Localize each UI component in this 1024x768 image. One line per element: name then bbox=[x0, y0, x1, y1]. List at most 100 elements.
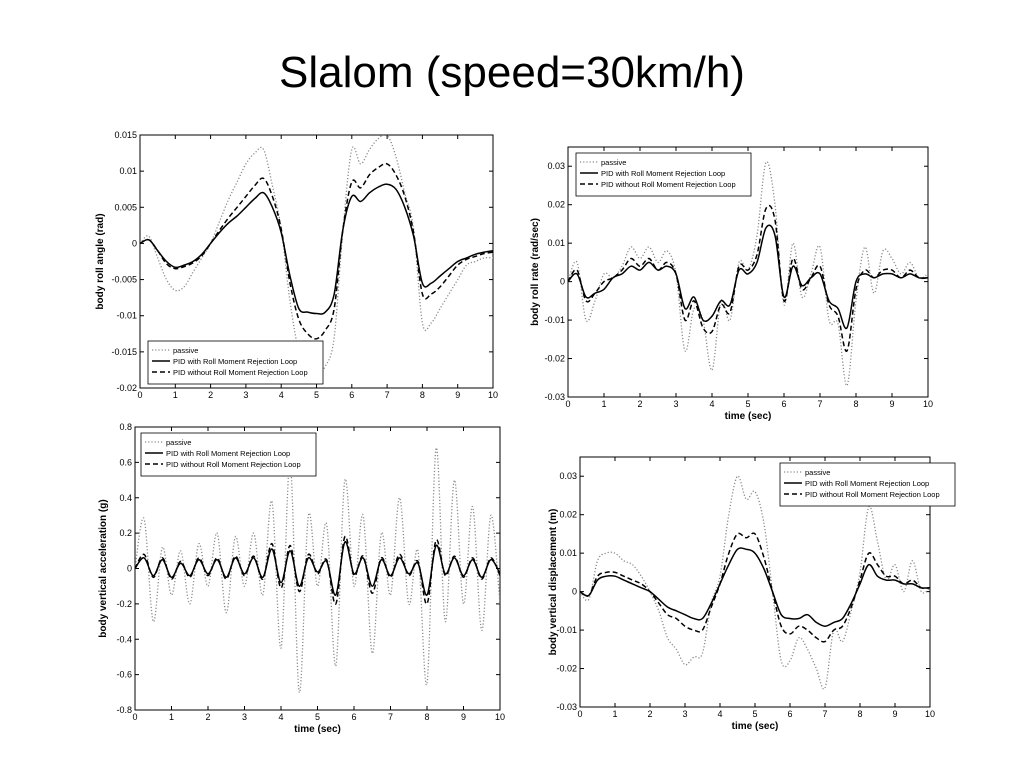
y-tick-label: 0 bbox=[560, 277, 565, 287]
y-tick-label: -0.015 bbox=[111, 347, 137, 357]
x-tick-label: 0 bbox=[137, 390, 142, 400]
legend: passive PID with Roll Moment Rejection Lo… bbox=[575, 152, 752, 197]
legend-box bbox=[140, 432, 317, 477]
x-tick-label: 10 bbox=[923, 399, 933, 409]
x-tick-label: 1 bbox=[612, 709, 617, 719]
y-tick-label: 0.005 bbox=[114, 202, 137, 212]
legend-entry: PID with Roll Moment Rejection Loop bbox=[166, 449, 290, 458]
x-tick-label: 3 bbox=[682, 709, 687, 719]
series-line-dashed bbox=[140, 162, 493, 340]
x-tick-label: 5 bbox=[752, 709, 757, 719]
y-tick-label: 0.01 bbox=[559, 548, 577, 558]
y-tick-label: -0.2 bbox=[116, 599, 132, 609]
series-line-dotted bbox=[568, 161, 928, 387]
x-tick-label: 9 bbox=[461, 712, 466, 722]
x-tick-label: 1 bbox=[601, 399, 606, 409]
series-line-dashed bbox=[135, 535, 500, 605]
y-tick-label: 0.015 bbox=[114, 130, 137, 140]
x-tick-label: 3 bbox=[242, 712, 247, 722]
chart-body-vertical-acceleration: 0 1 2 3 4 5 6 7 8 9 10 -0.8 -0.6 -0.4 -0.2 0 0.2 0.4 0.6 0.… bbox=[98, 422, 505, 735]
x-tick-label: 10 bbox=[925, 709, 935, 719]
y-tick-label: 0.01 bbox=[119, 166, 137, 176]
legend-entry: PID without Roll Moment Rejection Loop bbox=[805, 490, 940, 499]
x-tick-label: 9 bbox=[892, 709, 897, 719]
slide-title: Slalom (speed=30km/h) bbox=[279, 48, 745, 97]
legend-box bbox=[147, 340, 324, 385]
x-tick-label: 7 bbox=[388, 712, 393, 722]
x-axis-label: time (sec) bbox=[294, 724, 341, 735]
y-tick-label: -0.01 bbox=[116, 311, 137, 321]
legend: passive PID with Roll Moment Rejection Lo… bbox=[147, 340, 324, 385]
x-tick-label: 3 bbox=[673, 399, 678, 409]
legend-entry: PID without Roll Moment Rejection Loop bbox=[166, 460, 301, 469]
y-tick-label: -0.02 bbox=[544, 354, 565, 364]
x-tick-label: 8 bbox=[424, 712, 429, 722]
x-tick-label: 2 bbox=[637, 399, 642, 409]
y-tick-label: 0.8 bbox=[119, 422, 132, 432]
x-tick-label: 8 bbox=[857, 709, 862, 719]
y-tick-label: 0.6 bbox=[119, 457, 132, 467]
x-tick-label: 9 bbox=[455, 390, 460, 400]
x-axis-label: time (sec) bbox=[732, 721, 779, 732]
x-tick-label: 4 bbox=[717, 709, 722, 719]
x-tick-label: 6 bbox=[349, 390, 354, 400]
x-tick-label: 2 bbox=[205, 712, 210, 722]
y-tick-label: 0.02 bbox=[559, 510, 577, 520]
y-axis-label: body roll rate (rad/sec) bbox=[530, 218, 541, 326]
y-tick-label: -0.8 bbox=[116, 705, 132, 715]
x-tick-label: 7 bbox=[822, 709, 827, 719]
x-tick-label: 1 bbox=[173, 390, 178, 400]
legend-box bbox=[779, 462, 956, 507]
legend-entry: PID with Roll Moment Rejection Loop bbox=[805, 479, 929, 488]
y-tick-label: -0.03 bbox=[544, 392, 565, 402]
x-tick-label: 6 bbox=[787, 709, 792, 719]
x-tick-label: 1 bbox=[169, 712, 174, 722]
x-tick-label: 0 bbox=[132, 712, 137, 722]
legend-entry: passive bbox=[173, 346, 198, 355]
legend: passive PID with Roll Moment Rejection Lo… bbox=[779, 462, 956, 507]
series-line-dashed bbox=[580, 532, 930, 643]
chart-body-roll-rate: 0 1 2 3 4 5 6 7 8 9 10 -0.03 -0.02 -0.01 0 0.01 0.02 0.03… bbox=[530, 146, 933, 422]
legend-box bbox=[575, 152, 752, 197]
y-axis-label: body vertical acceleration (g) bbox=[98, 499, 109, 637]
x-tick-label: 0 bbox=[577, 709, 582, 719]
series-line-dotted bbox=[580, 475, 930, 690]
y-tick-label: 0 bbox=[132, 238, 137, 248]
y-tick-label: -0.01 bbox=[556, 625, 577, 635]
x-tick-label: 7 bbox=[385, 390, 390, 400]
series-line-solid bbox=[580, 547, 930, 627]
x-tick-label: 9 bbox=[889, 399, 894, 409]
legend-entry: PID without Roll Moment Rejection Loop bbox=[173, 368, 308, 377]
legend-entry: passive bbox=[166, 438, 191, 447]
y-tick-label: -0.005 bbox=[111, 275, 137, 285]
legend-entry: passive bbox=[805, 468, 830, 477]
x-tick-label: 10 bbox=[488, 390, 498, 400]
x-tick-label: 2 bbox=[208, 390, 213, 400]
legend-entry: PID with Roll Moment Rejection Loop bbox=[173, 357, 297, 366]
x-axis-label: time (sec) bbox=[725, 411, 772, 422]
x-tick-label: 6 bbox=[351, 712, 356, 722]
y-tick-label: 0 bbox=[127, 564, 132, 574]
x-tick-label: 8 bbox=[853, 399, 858, 409]
x-tick-label: 4 bbox=[709, 399, 714, 409]
y-tick-label: 0.4 bbox=[119, 493, 132, 503]
y-tick-label: 0.01 bbox=[547, 238, 565, 248]
y-tick-label: -0.4 bbox=[116, 634, 132, 644]
y-tick-label: 0.2 bbox=[119, 528, 132, 538]
chart-body-vertical-displacement: 0 1 2 3 4 5 6 7 8 9 10 -0.03 -0.02 -0.01 0 0.01 0.02 0.03… bbox=[548, 456, 956, 732]
y-tick-label: -0.6 bbox=[116, 670, 132, 680]
x-tick-label: 5 bbox=[315, 712, 320, 722]
series-line-solid bbox=[140, 183, 493, 315]
x-tick-label: 0 bbox=[565, 399, 570, 409]
legend-entry: PID without Roll Moment Rejection Loop bbox=[601, 180, 736, 189]
legend-entry: passive bbox=[601, 158, 626, 167]
x-tick-label: 4 bbox=[279, 390, 284, 400]
series-line-dashed bbox=[568, 204, 928, 352]
series-line-solid bbox=[568, 224, 928, 330]
x-tick-label: 3 bbox=[243, 390, 248, 400]
legend: passive PID with Roll Moment Rejection Lo… bbox=[140, 432, 317, 477]
x-tick-label: 2 bbox=[647, 709, 652, 719]
y-tick-label: -0.02 bbox=[116, 383, 137, 393]
x-tick-label: 8 bbox=[420, 390, 425, 400]
x-tick-label: 5 bbox=[745, 399, 750, 409]
